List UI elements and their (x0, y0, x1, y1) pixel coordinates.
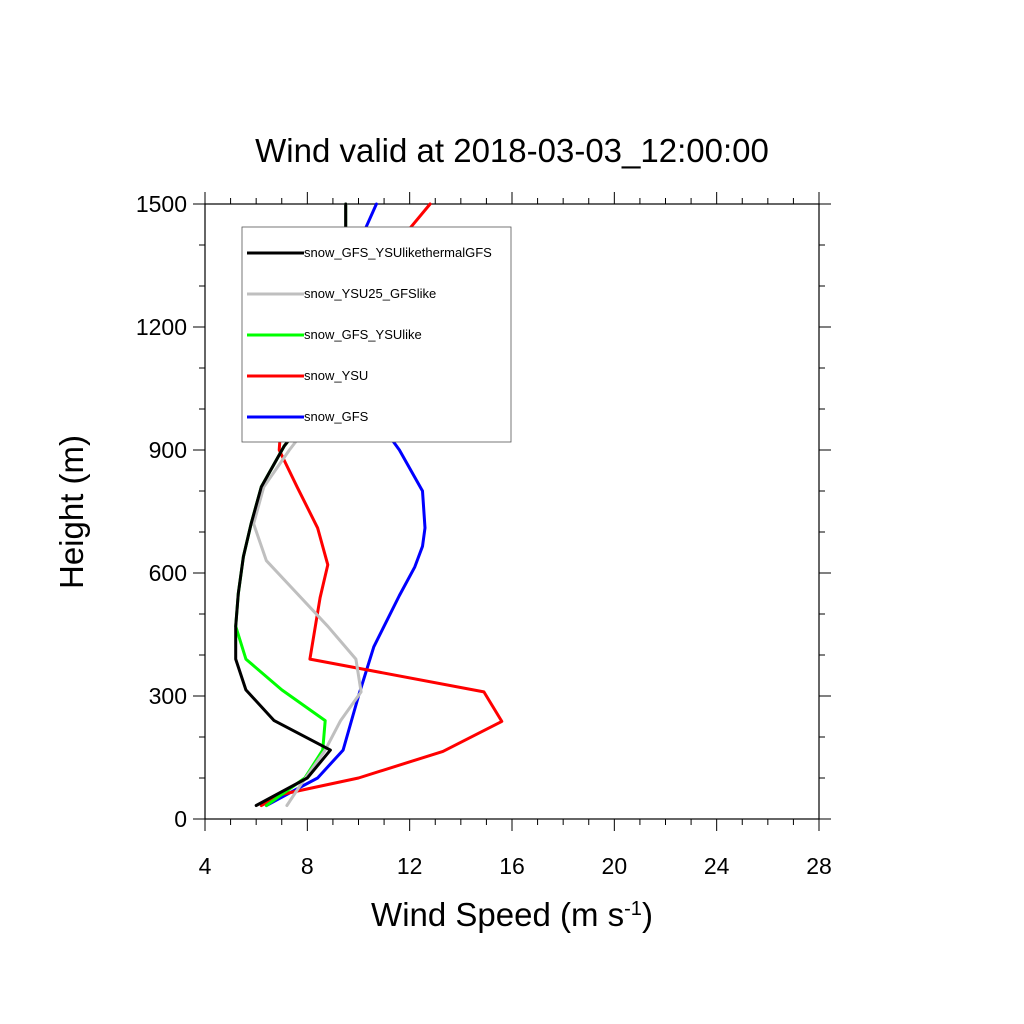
x-axis: 4 8 12 16 20 24 28 (199, 192, 832, 879)
y-tick-label: 1500 (136, 191, 187, 217)
y-tick-label: 300 (149, 683, 187, 709)
x-tick-label: 24 (704, 853, 730, 879)
legend-label: snow_GFS_YSUlike (304, 327, 422, 342)
y-tick-label: 1200 (136, 314, 187, 340)
y-axis: 0 300 600 900 1200 1500 (136, 191, 831, 832)
legend-label: snow_YSU (304, 368, 368, 383)
x-tick-label: 8 (301, 853, 314, 879)
x-tick-label: 4 (199, 853, 212, 879)
chart-title: Wind valid at 2018-03-03_12:00:00 (255, 132, 769, 169)
y-tick-label: 0 (174, 806, 187, 832)
x-tick-label: 28 (806, 853, 832, 879)
y-axis-label: Height (m) (53, 435, 90, 589)
legend-label: snow_GFS (304, 409, 369, 424)
x-tick-label: 16 (499, 853, 525, 879)
y-tick-label: 600 (149, 560, 187, 586)
x-tick-label: 20 (602, 853, 628, 879)
x-axis-label: Wind Speed (m s-1) (371, 896, 653, 933)
legend: snow_GFS_YSUlikethermalGFS snow_YSU25_GFS… (241, 226, 512, 443)
legend-label: snow_GFS_YSUlikethermalGFS (304, 245, 492, 260)
x-axis-label-superscript: -1 (624, 898, 642, 920)
legend-label: snow_YSU25_GFSlike (304, 286, 436, 301)
y-tick-label: 900 (149, 437, 187, 463)
x-tick-label: 12 (397, 853, 423, 879)
